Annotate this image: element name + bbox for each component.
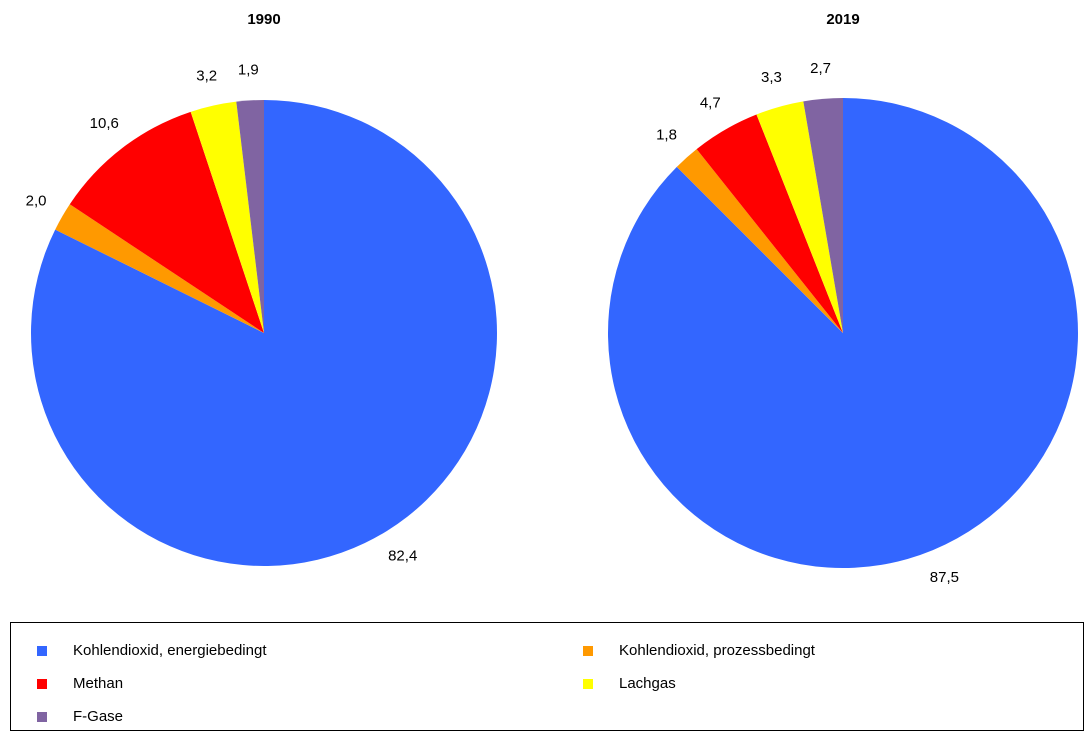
chart-title: 2019 (826, 11, 859, 28)
data-label: 2,7 (810, 60, 831, 77)
data-label: 82,4 (388, 547, 417, 564)
legend-label: Kohlendioxid, energiebedingt (73, 642, 267, 659)
data-label: 4,7 (700, 95, 721, 112)
data-label: 10,6 (90, 115, 119, 132)
legend-swatch (37, 712, 47, 722)
pie-slice (236, 100, 264, 333)
data-label: 3,3 (761, 69, 782, 86)
data-label: 1,8 (656, 126, 677, 143)
pie-slice (696, 114, 843, 333)
pie-slice (676, 149, 843, 333)
legend-label: Methan (73, 675, 123, 692)
data-label: 87,5 (930, 569, 959, 586)
chart-title: 1990 (247, 11, 280, 28)
legend-swatch (583, 646, 593, 656)
pie-slice (69, 111, 264, 333)
pie-slice (55, 204, 264, 333)
legend-label: Kohlendioxid, prozessbedingt (619, 642, 816, 659)
pie-slice (803, 98, 843, 333)
data-label: 1,9 (238, 61, 259, 78)
legend-swatch (37, 646, 47, 656)
legend-swatch (37, 679, 47, 689)
data-label: 3,2 (196, 67, 217, 84)
legend-box (10, 622, 1084, 731)
legend-swatch (583, 679, 593, 689)
pie-slice (756, 101, 843, 333)
data-label: 2,0 (26, 193, 47, 210)
legend-label: Lachgas (619, 675, 676, 692)
legend-label: F-Gase (73, 708, 123, 725)
pie-slice (190, 101, 264, 333)
